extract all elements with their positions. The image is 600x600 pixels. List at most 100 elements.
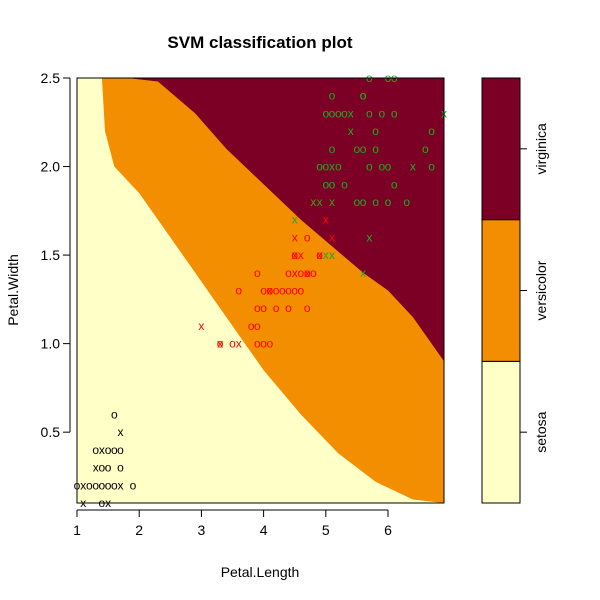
versicolor-point: x [236, 337, 242, 351]
versicolor-point: o [304, 266, 311, 280]
virginica-point: o [341, 106, 348, 120]
virginica-point: o [335, 106, 342, 120]
x-tick-label: 3 [198, 522, 206, 538]
versicolor-point: x [298, 248, 304, 262]
setosa-point: o [92, 478, 99, 492]
y-tick-label: 2.5 [41, 70, 61, 86]
versicolor-point: x [317, 248, 323, 262]
versicolor-point: o [229, 337, 236, 351]
versicolor-point: o [304, 230, 311, 244]
versicolor-point: x [292, 266, 298, 280]
virginica-point: o [329, 106, 336, 120]
versicolor-point: o [254, 337, 261, 351]
setosa-point: o [86, 478, 93, 492]
versicolor-point: x [198, 319, 204, 333]
virginica-point: o [354, 142, 361, 156]
virginica-point: x [410, 160, 416, 174]
legend-swatch-virginica [481, 77, 521, 221]
virginica-point: x [292, 213, 298, 227]
virginica-point: o [360, 195, 367, 209]
versicolor-point: o [285, 301, 292, 315]
legend-label-versicolor: versicolor [533, 260, 549, 320]
versicolor-point: o [235, 284, 242, 298]
versicolor-point: x [310, 195, 316, 209]
legend-swatch-versicolor [481, 219, 521, 362]
virginica-point: o [428, 160, 435, 174]
setosa-point: x [80, 478, 86, 492]
versicolor-point: o [254, 266, 261, 280]
virginica-point: o [366, 160, 373, 174]
setosa-point: o [99, 478, 106, 492]
virginica-point: o [403, 195, 410, 209]
virginica-point: x [366, 230, 372, 244]
versicolor-point: o [273, 301, 280, 315]
y-tick-label: 2.0 [41, 159, 61, 175]
setosa-point: o [92, 443, 99, 457]
versicolor-point: o [254, 319, 261, 333]
virginica-point: o [335, 160, 342, 174]
virginica-point: o [391, 177, 398, 191]
virginica-point: x [348, 106, 354, 120]
setosa-point: o [105, 461, 112, 475]
virginica-point: o [354, 195, 361, 209]
virginica-point: o [341, 177, 348, 191]
virginica-point: o [428, 124, 435, 138]
x-axis: 1 2 3 4 5 6 [73, 509, 392, 538]
virginica-point: x [329, 195, 335, 209]
versicolor-point: x [304, 266, 310, 280]
virginica-point: o [366, 106, 373, 120]
virginica-point: o [372, 195, 379, 209]
versicolor-point: x [323, 213, 329, 227]
virginica-point: o [329, 177, 336, 191]
y-tick-label: 1.0 [41, 336, 61, 352]
setosa-point: x [99, 443, 105, 457]
virginica-point: o [385, 195, 392, 209]
versicolor-point: o [266, 284, 273, 298]
versicolor-point: o [279, 284, 286, 298]
versicolor-point: o [260, 284, 267, 298]
versicolor-point: o [298, 266, 305, 280]
setosa-point: o [111, 478, 118, 492]
virginica-point: o [378, 160, 385, 174]
y-tick-label: 0.5 [41, 424, 61, 440]
versicolor-point: o [266, 337, 273, 351]
virginica-point: o [322, 106, 329, 120]
versicolor-point: o [310, 266, 317, 280]
versicolor-point: x [217, 337, 223, 351]
virginica-point: o [378, 106, 385, 120]
x-tick-label: 2 [135, 522, 143, 538]
virginica-point: o [360, 142, 367, 156]
legend-label-virginica: virginica [533, 123, 549, 175]
versicolor-point: o [260, 301, 267, 315]
legend-label-setosa: setosa [533, 411, 549, 452]
virginica-point: x [329, 160, 335, 174]
virginica-point: x [348, 124, 354, 138]
setosa-point: o [111, 408, 118, 422]
y-axis: 0.5 1.0 1.5 2.0 2.5 [41, 70, 71, 440]
versicolor-point: o [316, 248, 323, 262]
virginica-point: o [329, 142, 336, 156]
virginica-point: o [422, 142, 429, 156]
virginica-point: x [360, 266, 366, 280]
versicolor-point: o [260, 337, 267, 351]
virginica-point: o [385, 160, 392, 174]
versicolor-point: o [217, 337, 224, 351]
virginica-point: x [329, 248, 335, 262]
versicolor-point: x [267, 284, 273, 298]
x-tick-label: 6 [384, 522, 392, 538]
versicolor-point: x [292, 230, 298, 244]
x-tick-label: 5 [322, 522, 330, 538]
y-tick-label: 1.5 [41, 247, 61, 263]
virginica-point: o [372, 124, 379, 138]
x-tick-label: 4 [260, 522, 268, 538]
legend-swatch-setosa [481, 360, 521, 504]
versicolor-point: o [291, 248, 298, 262]
x-axis-label: Petal.Length [221, 564, 300, 580]
versicolor-point: o [285, 266, 292, 280]
virginica-point: o [391, 106, 398, 120]
region-virginica [126, 78, 445, 362]
setosa-point: o [105, 443, 112, 457]
setosa-point: o [99, 461, 106, 475]
class-color-legend: setosa versicolor virginica [481, 77, 549, 504]
chart-title: SVM classification plot [167, 33, 352, 52]
